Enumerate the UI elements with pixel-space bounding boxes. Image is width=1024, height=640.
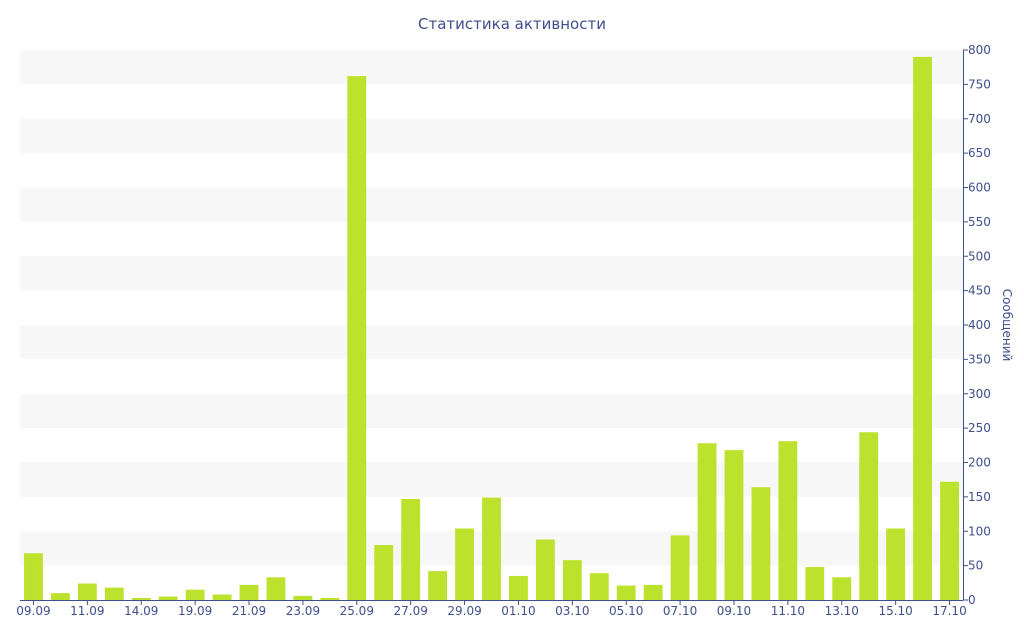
grid-band [20,256,963,291]
x-tick-label: 19.09 [178,604,212,618]
bar-11.10 [778,441,798,600]
y-tick-label: 300 [968,387,991,401]
y-axis: 0 50 100 150 200 250 300 350 400 450 500 550 600 650 7… [963,43,991,607]
bar-13.10 [832,577,852,600]
bar-11.09 [77,583,97,600]
y-axis-title: Сообщений [1000,289,1014,362]
y-tick-label: 750 [968,77,991,91]
bar-04.10 [589,573,609,600]
grid-band [20,393,963,429]
bar-09.09 [24,553,43,600]
y-tick-label: 350 [968,352,991,366]
y-tick-label: 450 [968,284,991,298]
x-tick-label: 27.09 [393,604,427,618]
bar-07.10 [670,535,690,601]
x-tick-label: 11.09 [70,604,104,618]
y-tick-label: 650 [968,146,991,160]
x-tick-label: 09.10 [717,604,751,618]
y-tick-label: 150 [968,490,991,504]
grid-band [20,50,963,85]
bar-29.09 [455,528,474,600]
grid-band [20,187,963,222]
x-tick-label: 15.10 [878,604,912,618]
x-tick-label: 29.09 [447,604,481,618]
grid-bands [20,50,963,566]
x-tick-label: 09.09 [16,604,50,618]
bar-05.10 [616,585,636,600]
grid-band [20,118,963,154]
y-tick-label: 50 [968,559,983,573]
bar-15.09 [158,596,178,600]
bar-17.10 [940,481,959,600]
x-axis: 09.09 11.09 14.09 19.09 21.09 23.09 25.09 27.09… [16,600,967,618]
y-tick-label: 600 [968,181,991,195]
bar-25.09 [347,76,367,601]
bar-03.10 [562,560,582,601]
y-tick-label: 100 [968,524,991,538]
bar-12.10 [805,567,825,600]
x-tick-label: 05.10 [609,604,643,618]
x-tick-label: 11.10 [771,604,805,618]
bar-23.09 [293,595,313,601]
x-tick-label: 17.10 [932,604,966,618]
y-tick-label: 500 [968,249,991,263]
bar-12.09 [104,587,124,601]
y-tick-label: 550 [968,215,991,229]
y-tick-label: 250 [968,421,991,435]
grid-band [20,325,963,360]
y-tick-label: 0 [968,593,976,607]
bar-20.09 [212,594,232,600]
bar-08.10 [697,443,717,600]
bar-14.09 [131,597,151,600]
bar-15.10 [886,528,906,600]
x-tick-label: 01.10 [501,604,535,618]
bar-28.09 [428,571,448,601]
grid-band [20,462,963,497]
x-tick-label: 03.10 [555,604,589,618]
y-tick-label: 700 [968,112,991,126]
bar-24.09 [320,597,340,600]
bar-21.09 [239,584,259,601]
bar-19.09 [185,589,205,600]
bar-02.10 [535,539,555,600]
bars [24,56,959,601]
x-tick-label: 13.10 [825,604,859,618]
bar-30.09 [482,497,501,600]
bar-06.10 [643,584,663,601]
bar-09.10 [724,450,744,601]
x-tick-label: 14.09 [124,604,158,618]
bar-14.10 [859,432,879,600]
bar-22.09 [266,577,286,600]
bar-01.10 [509,575,528,600]
x-tick-label: 25.09 [340,604,374,618]
x-tick-label: 07.10 [663,604,697,618]
chart-title: Статистика активности [418,15,606,33]
bar-27.09 [401,498,421,600]
bar-10.10 [751,487,771,600]
x-tick-label: 23.09 [286,604,320,618]
bar-26.09 [374,545,394,600]
bar-10.09 [50,593,70,601]
y-tick-label: 400 [968,318,991,332]
y-tick-label: 200 [968,456,991,470]
bar-16.10 [913,56,933,601]
y-tick-label: 800 [968,43,991,57]
x-tick-label: 21.09 [232,604,266,618]
